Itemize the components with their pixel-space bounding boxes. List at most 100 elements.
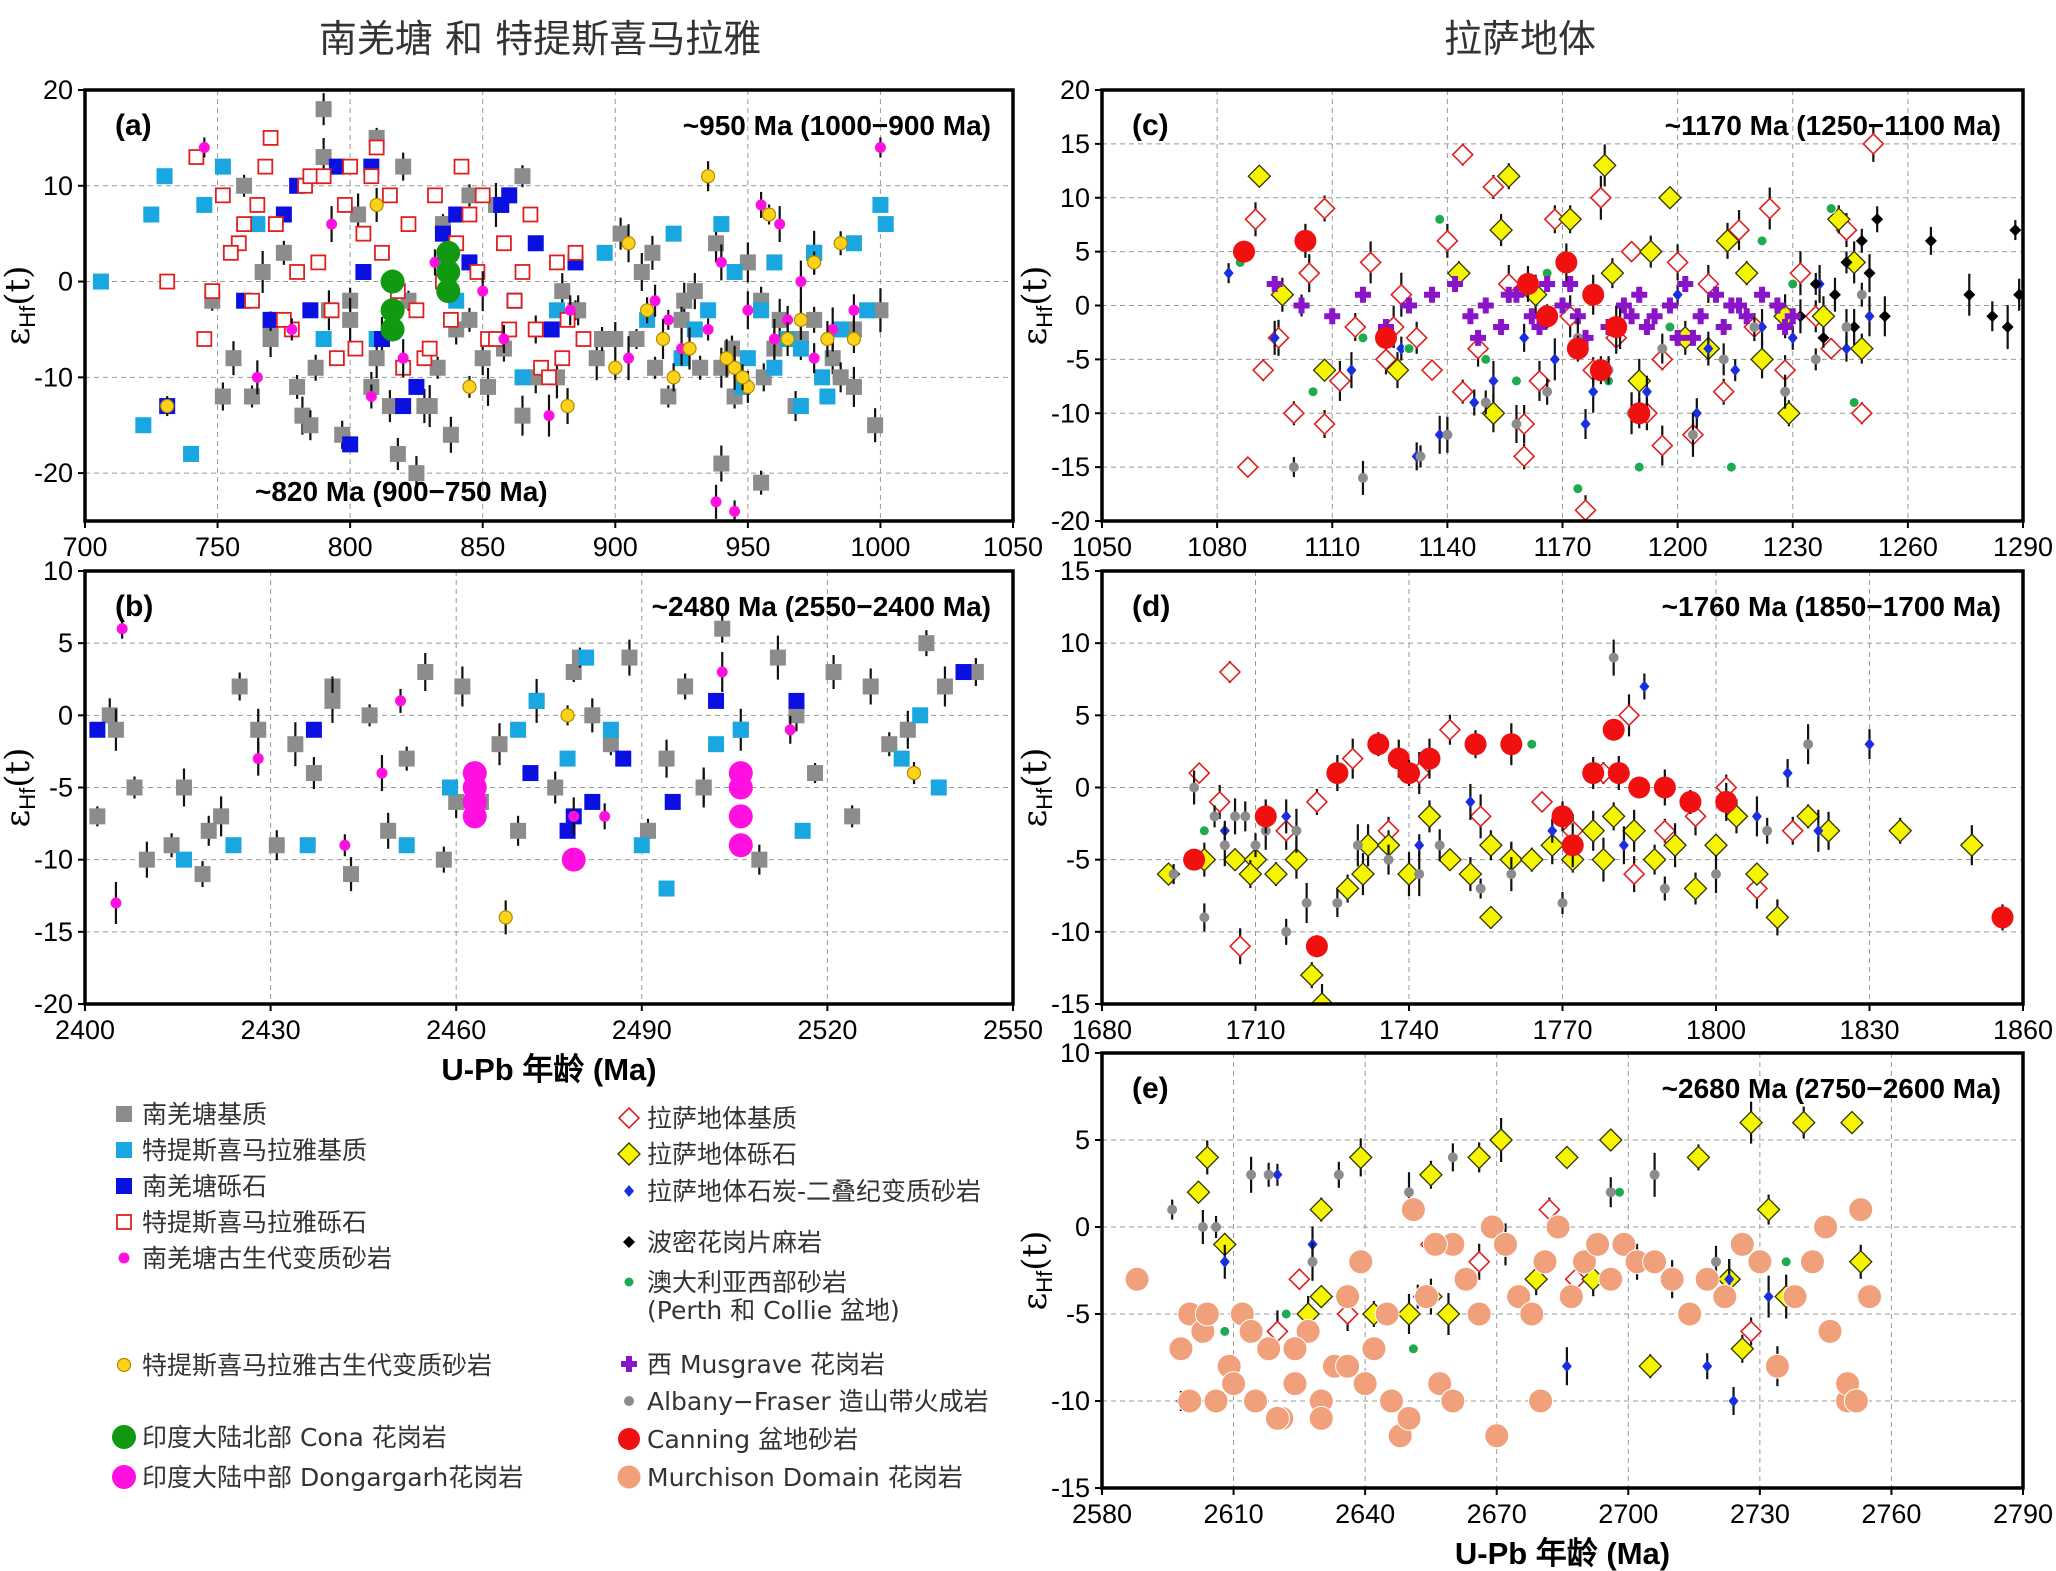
- data-point: [1124, 1266, 1150, 1292]
- data-point: [1704, 833, 1728, 858]
- data-point: [1168, 869, 1179, 880]
- x-tick-label: 750: [195, 532, 240, 562]
- data-point: [89, 808, 106, 825]
- data-point: [1246, 1169, 1257, 1180]
- age-annotation: ~1170 Ma (1250−1100 Ma): [1665, 110, 2001, 141]
- legend-label: 拉萨地体石炭-二叠纪变质砂岩: [647, 1177, 981, 1206]
- series-yellow-dot: [498, 705, 922, 935]
- data-point: [315, 101, 332, 118]
- data-point: [623, 352, 635, 364]
- legend-item: 波密花岗片麻岩: [623, 1228, 822, 1257]
- data-point: [200, 822, 217, 839]
- data-point: [560, 708, 575, 723]
- data-point: [714, 620, 731, 637]
- data-point: [564, 304, 576, 316]
- data-point: [1633, 461, 1645, 473]
- data-point: [666, 370, 681, 385]
- y-tick-label: 15: [1060, 556, 1090, 586]
- data-point: [400, 216, 417, 232]
- axis-ticks: 1050 1080 1110 1140 1170 1200 1230 1260 12902015…: [1051, 75, 2053, 562]
- data-point: [1600, 261, 1625, 286]
- data-point: [1240, 811, 1251, 822]
- data-point: [702, 323, 714, 335]
- data-point: [1780, 386, 1791, 397]
- x-tick-label: 2670: [1467, 1499, 1527, 1529]
- data-point: [1545, 1214, 1571, 1240]
- data-points: [1124, 1101, 1882, 1449]
- data-point: [196, 196, 213, 213]
- data-point: [89, 721, 106, 738]
- y-tick-label: 10: [43, 556, 73, 586]
- data-point: [275, 244, 292, 261]
- data-point: [1810, 354, 1821, 365]
- x-tick-label: 800: [328, 532, 373, 562]
- data-point: [1307, 386, 1319, 398]
- x-tick-label: 1000: [850, 532, 910, 562]
- data-point: [1293, 297, 1310, 314]
- data-point: [1765, 905, 1790, 930]
- data-point: [1385, 358, 1410, 383]
- data-point: [1195, 1145, 1220, 1170]
- data-point: [1848, 396, 1860, 408]
- data-point: [560, 398, 575, 414]
- data-point: [1177, 1388, 1203, 1414]
- data-point: [547, 779, 564, 796]
- data-point: [498, 910, 513, 925]
- data-point: [368, 139, 385, 156]
- data-point: [1400, 1197, 1426, 1223]
- data-point: [268, 216, 284, 232]
- y-axis-label: εHf(t): [1015, 748, 1057, 828]
- data-point: [899, 721, 916, 738]
- data-point: [1747, 1249, 1773, 1275]
- data-point: [686, 321, 703, 338]
- data-point: [1661, 297, 1678, 314]
- data-point: [692, 359, 709, 376]
- x-tick-label: 2430: [241, 1015, 301, 1045]
- data-point: [1787, 331, 1798, 344]
- data-point: [662, 314, 674, 326]
- data-point: [1764, 1353, 1790, 1379]
- y-axis-label: εHf(t): [0, 266, 40, 346]
- data-point: [289, 264, 306, 280]
- data-point: [1424, 286, 1441, 303]
- x-tick-label: 2490: [612, 1015, 672, 1045]
- data-point: [101, 707, 118, 724]
- data-point: [355, 263, 372, 280]
- data-point: [1769, 297, 1786, 314]
- data-point: [893, 750, 910, 767]
- series-magenta-circle: [462, 761, 753, 872]
- x-tick-label: 900: [593, 532, 638, 562]
- data-point: [844, 808, 861, 825]
- data-point: [1679, 790, 1702, 813]
- data-point: [462, 804, 487, 829]
- legend-label: 澳大利亚西部砂岩: [647, 1268, 847, 1297]
- data-point: [315, 168, 332, 185]
- data-point: [1256, 1336, 1282, 1362]
- series-blue-small-diamond: [1219, 673, 1875, 865]
- data-point: [381, 398, 398, 415]
- data-point: [1396, 1405, 1422, 1431]
- data-point: [677, 678, 694, 695]
- x-tick-label: 1860: [1993, 1015, 2053, 1045]
- data-point: [682, 341, 697, 356]
- data-point: [1401, 297, 1417, 314]
- y-tick-label: 0: [1075, 1212, 1090, 1242]
- legend-label: 特提斯喜马拉雅古生代变质砂岩: [142, 1351, 492, 1380]
- data-point: [1519, 1301, 1545, 1327]
- data-point: [342, 311, 359, 328]
- data-point: [374, 244, 390, 261]
- data-point: [1620, 240, 1643, 263]
- legend-label: 特提斯喜马拉雅基质: [142, 1136, 367, 1165]
- data-point: [442, 311, 459, 328]
- legend-item: 拉萨地体石炭-二叠纪变质砂岩: [624, 1177, 981, 1206]
- data-point: [1374, 348, 1398, 371]
- data-point: [1617, 704, 1641, 727]
- data-point: [1404, 1187, 1414, 1198]
- data-point: [474, 187, 491, 204]
- data-point: [1500, 733, 1523, 756]
- data-point: [1188, 761, 1211, 785]
- data-point: [1346, 364, 1357, 377]
- data-point: [1332, 897, 1343, 908]
- legend-marker: [112, 1465, 136, 1489]
- data-point: [1209, 811, 1220, 822]
